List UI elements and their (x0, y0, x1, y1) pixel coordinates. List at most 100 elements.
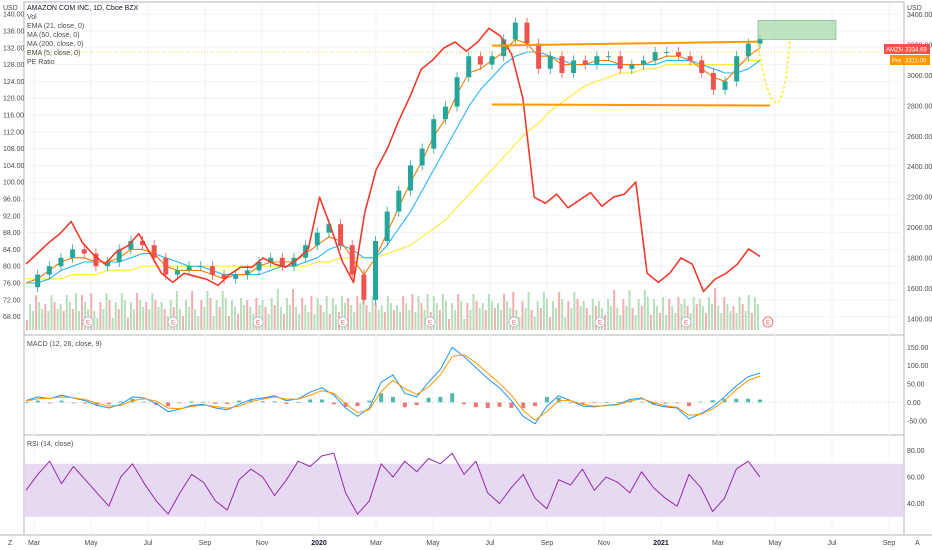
volume-bar (402, 296, 405, 330)
time-tick-label: Sep (883, 540, 896, 547)
rsi-axis[interactable]: 80.00 60.00 40.00 (907, 448, 925, 508)
volume-bar (383, 312, 386, 330)
right-tick-label: 1400.00 (907, 316, 932, 323)
rsi-title[interactable]: RSI (14, close) (27, 441, 73, 448)
volume-bar (512, 292, 515, 330)
macd-histogram-bar (580, 402, 585, 405)
volume-bar (393, 310, 395, 330)
volume-bar (579, 306, 582, 330)
candle-body (233, 274, 239, 279)
candle-body (81, 249, 87, 254)
volume-bar (564, 317, 567, 330)
volume-bar (420, 303, 423, 330)
support-trendline (491, 103, 771, 107)
macd-series (24, 346, 904, 425)
macd-histogram-bar (473, 402, 478, 408)
left-tick-label: 88.00 (3, 230, 21, 237)
earnings-marker-glyph: E (256, 321, 260, 327)
volume-bar (747, 295, 750, 330)
volume-bar (735, 313, 738, 330)
time-tick-label: May (768, 540, 782, 547)
legend-ma200[interactable]: MA (200, close, 0) (27, 41, 83, 48)
legend-vol[interactable]: Vol (27, 14, 37, 21)
legend-ema21[interactable]: EMA (21, close, 0) (27, 23, 84, 30)
volume-bars (26, 288, 759, 330)
candle-body (407, 165, 413, 191)
earnings-marker (594, 316, 606, 328)
volume-bar (136, 293, 139, 330)
volume-bar (111, 318, 114, 330)
candle-body (594, 56, 600, 65)
volume-bar (313, 314, 316, 330)
volume-bar (316, 298, 319, 330)
volume-bar (567, 301, 570, 330)
legend-pe-ratio[interactable]: PE Ratio (27, 59, 55, 66)
candle-body (419, 148, 425, 166)
earnings-marker (337, 316, 349, 328)
candle-body (664, 52, 670, 53)
timezone-corner[interactable]: Z (8, 540, 13, 547)
candle-body (675, 52, 681, 57)
volume-bar (163, 309, 166, 330)
volume-bar (389, 303, 392, 330)
macd-histogram-bar (734, 398, 739, 403)
symbol-title[interactable]: AMAZON COM INC, 1D, Cboe BZX (27, 5, 139, 12)
volume-bar (524, 308, 527, 330)
user-drawings[interactable] (24, 20, 884, 107)
left-tick-label: 68.00 (3, 314, 21, 321)
macd-title[interactable]: MACD (12, 26, close, 9) (27, 341, 102, 348)
volume-bar (506, 301, 509, 330)
left-tick-label: 116.00 (3, 113, 24, 120)
earnings-marker-glyph: E (598, 321, 602, 327)
volume-bar (466, 303, 469, 330)
left-price-axis[interactable]: 140.00 136.00 132.00 128.00 124.00 120.00 116.… (3, 12, 25, 321)
macd-histogram-bar (355, 402, 360, 407)
volume-bar (518, 317, 521, 330)
pe-ratio-path (25, 27, 761, 293)
macd-histogram-bar (308, 399, 313, 403)
volume-bar (622, 299, 625, 330)
volume-bar (631, 308, 634, 330)
volume-bar (209, 298, 212, 330)
left-tick-label: 124.00 (3, 79, 25, 86)
volume-bar (619, 315, 622, 330)
volume-bar (276, 289, 279, 330)
volume-bar (441, 294, 444, 330)
legend-ma50[interactable]: MA (50, close, 0) (27, 32, 80, 39)
candle-body (93, 253, 99, 267)
volume-bar (249, 307, 252, 330)
time-tick-label: Nov (598, 540, 611, 547)
time-tick-label: 2020 (311, 540, 327, 547)
volume-bar (221, 291, 224, 330)
time-axis[interactable]: Mar May Jul Sep Nov 2020 Mar May Jul Sep Nov 2021 Ma… (28, 540, 895, 547)
time-tick-label: 2021 (653, 540, 669, 547)
candle-body (559, 56, 565, 73)
volume-bar (341, 296, 344, 330)
volume-bar (411, 294, 414, 330)
macd-histogram-bar (177, 402, 182, 404)
earnings-marker-glyph: E (86, 321, 90, 327)
candle-body (606, 56, 612, 58)
volume-bar (451, 303, 454, 330)
macd-axis[interactable]: 150.00 100.00 50.00 0.00 -50.00 (907, 345, 929, 425)
volume-bar (548, 317, 551, 330)
legend-ema5[interactable]: EMA (5, close, 0) (27, 50, 80, 57)
volume-bar (613, 290, 616, 330)
volume-bar (561, 299, 564, 330)
volume-bar (139, 300, 142, 330)
volume-bar (206, 291, 209, 330)
auto-scale-corner[interactable]: A (915, 540, 920, 547)
macd-histogram-bar (438, 396, 443, 403)
volume-bar (47, 311, 50, 330)
volume-bar (203, 307, 206, 330)
volume-bar (674, 313, 677, 330)
time-tick-label: Jul (144, 540, 153, 547)
volume-bar (356, 296, 359, 330)
volume-bar (545, 299, 548, 330)
candle-body (373, 241, 379, 300)
candle-body (151, 245, 157, 258)
volume-bar (279, 307, 282, 330)
macd-histogram-bar (544, 396, 549, 403)
volume-bar (539, 308, 542, 330)
